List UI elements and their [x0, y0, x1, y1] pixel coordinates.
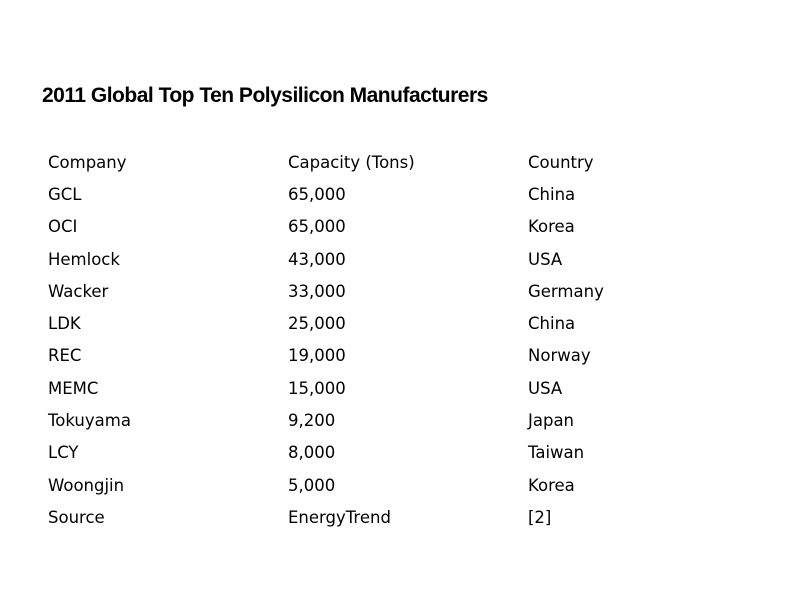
company-cell: Woongjin	[48, 475, 125, 495]
country-cell: Korea	[528, 475, 575, 495]
country-cell: Norway	[528, 346, 591, 366]
company-cell: MEMC	[48, 378, 99, 398]
company-cell: LCY	[48, 443, 79, 463]
capacity-cell: 43,000	[288, 249, 346, 269]
capacity-cell: 8,000	[288, 443, 336, 463]
company-cell: LDK	[48, 314, 81, 334]
table-row: Woongjin 5,000 Korea	[48, 469, 728, 501]
company-cell: GCL	[48, 184, 82, 204]
header-row: Company Capacity (Tons) Country	[48, 146, 728, 178]
company-cell: Hemlock	[48, 249, 120, 269]
slide-title: 2011 Global Top Ten Polysilicon Manufact…	[42, 84, 488, 107]
country-cell: Korea	[528, 217, 575, 237]
company-cell: Wacker	[48, 281, 109, 301]
manufacturers-table-container: Company Capacity (Tons) Country GCL 65,0…	[48, 146, 768, 534]
country-cell: Germany	[528, 281, 604, 301]
manufacturers-table: Company Capacity (Tons) Country GCL 65,0…	[48, 146, 728, 534]
country-cell: Japan	[528, 411, 575, 431]
table-body: GCL 65,000 China OCI 65,000 Korea Hemloc…	[48, 178, 728, 533]
capacity-cell: 25,000	[288, 314, 346, 334]
country-cell: China	[528, 184, 576, 204]
country-cell: Taiwan	[528, 443, 585, 463]
header-company: Company	[48, 152, 127, 172]
table-row: OCI 65,000 Korea	[48, 211, 728, 243]
source-name-cell: EnergyTrend	[288, 507, 391, 527]
table-row: MEMC 15,000 USA	[48, 372, 728, 404]
capacity-cell: 65,000	[288, 217, 346, 237]
country-cell: China	[528, 314, 576, 334]
table-row: LCY 8,000 Taiwan	[48, 437, 728, 469]
company-cell: OCI	[48, 217, 78, 237]
table-header: Company Capacity (Tons) Country	[48, 146, 728, 178]
source-label-cell: Source	[48, 507, 105, 527]
table-row: GCL 65,000 China	[48, 178, 728, 210]
table-row: Wacker 33,000 Germany	[48, 275, 728, 307]
table-row: Hemlock 43,000 USA	[48, 243, 728, 275]
table-row: LDK 25,000 China	[48, 307, 728, 339]
capacity-cell: 65,000	[288, 184, 346, 204]
capacity-cell: 9,200	[288, 411, 336, 431]
country-cell: USA	[528, 378, 563, 398]
header-capacity: Capacity (Tons)	[288, 152, 415, 172]
source-row: Source EnergyTrend [2]	[48, 501, 728, 533]
company-cell: Tokuyama	[48, 411, 131, 431]
company-cell: REC	[48, 346, 82, 366]
source-reference-cell: [2]	[528, 507, 552, 527]
table-row: Tokuyama 9,200 Japan	[48, 404, 728, 436]
capacity-cell: 15,000	[288, 378, 346, 398]
capacity-cell: 33,000	[288, 281, 346, 301]
header-country: Country	[528, 152, 594, 172]
table-row: REC 19,000 Norway	[48, 340, 728, 372]
country-cell: USA	[528, 249, 563, 269]
capacity-cell: 19,000	[288, 346, 346, 366]
capacity-cell: 5,000	[288, 475, 336, 495]
